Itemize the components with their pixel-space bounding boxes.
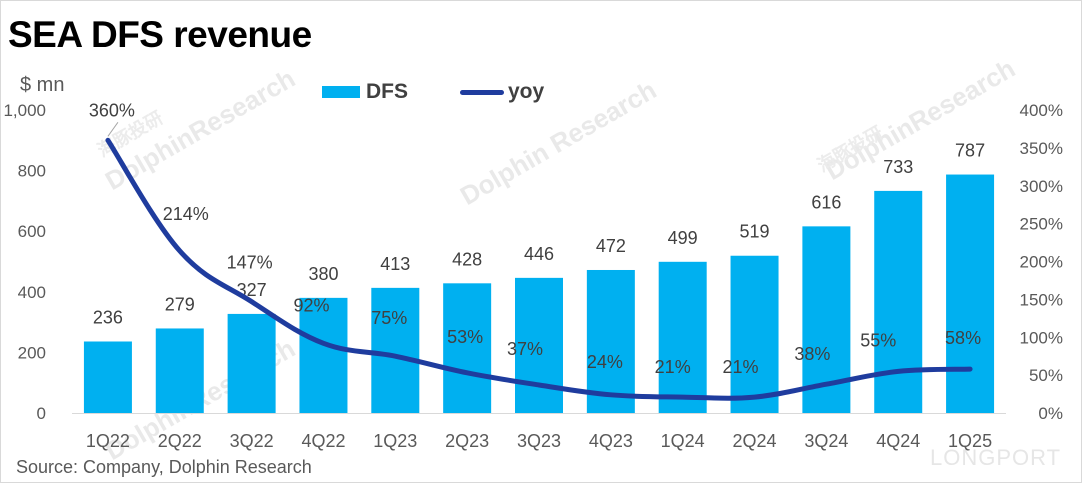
right-axis-tick-label: 300% [1020, 177, 1063, 196]
bar-data-label: 428 [452, 249, 482, 269]
left-axis-tick-label: 600 [18, 222, 46, 241]
x-axis-tick-label: 4Q23 [589, 431, 633, 451]
bar-dfs [658, 261, 707, 413]
bar-data-label: 787 [955, 141, 985, 161]
left-axis-tick-label: 0 [37, 404, 46, 423]
bar-data-label: 499 [668, 228, 698, 248]
bar-dfs [443, 283, 492, 413]
legend-label-yoy: yoy [508, 80, 545, 103]
line-data-label: 24% [587, 352, 623, 372]
bar-dfs [371, 287, 420, 413]
legend-bar-swatch [322, 86, 360, 98]
x-axis-tick-label: 3Q22 [230, 431, 274, 451]
bar-dfs [515, 277, 563, 413]
x-axis: 1Q22 2Q22 3Q22 4Q22 1Q23 2Q23 3Q23 4Q23 1Q24 2Q24… [72, 413, 1006, 451]
x-axis-tick-label: 1Q23 [373, 431, 417, 451]
right-axis-tick-label: 150% [1020, 290, 1063, 309]
bar-data-label: 616 [811, 192, 841, 212]
chart-title: SEA DFS revenue [8, 14, 312, 55]
bar-dfs [730, 255, 779, 413]
x-axis-tick-label: 1Q22 [86, 431, 130, 451]
right-axis-tick-label: 200% [1020, 253, 1063, 272]
bar-dfs [586, 269, 635, 413]
bar-data-label: 279 [165, 294, 195, 314]
line-data-label: 147% [227, 253, 273, 273]
right-axis-tick-label: 250% [1020, 215, 1063, 234]
line-series-yoy [105, 122, 973, 401]
bar-dfs [227, 313, 276, 413]
line-data-label: 37% [507, 339, 543, 359]
x-axis-tick-label: 2Q24 [733, 431, 777, 451]
line-data-label: 21% [723, 357, 759, 377]
x-axis-tick-label: 4Q22 [301, 431, 345, 451]
bar-dfs [83, 341, 132, 413]
line-data-label: 53% [447, 327, 483, 347]
line-data-label: 92% [293, 295, 329, 315]
line-data-label: 75% [371, 308, 407, 328]
x-axis-tick-label: 1Q25 [948, 431, 992, 451]
line-data-label: 360% [89, 100, 135, 120]
bar-data-label: 519 [740, 222, 770, 242]
bar-dfs [155, 328, 204, 413]
line-labels: 360% 214% 147% 92% 75% 53% 37% 24% 21% 21% 38% 55% 5… [89, 100, 981, 377]
right-axis-tick-label: 400% [1020, 101, 1063, 120]
left-axis-tick-label: 400 [18, 283, 46, 302]
legend-label-dfs: DFS [366, 80, 408, 103]
legend-line-swatch [460, 89, 504, 95]
bar-data-label: 413 [380, 254, 410, 274]
line-data-label: 55% [860, 330, 896, 350]
line-data-label: 214% [163, 204, 209, 224]
bar-dfs [299, 297, 348, 413]
legend-item-dfs: DFS [322, 80, 408, 104]
line-data-label: 38% [794, 344, 830, 364]
right-axis-tick-label: 100% [1020, 328, 1063, 347]
bar-data-label: 733 [883, 157, 913, 177]
bar-dfs [874, 190, 923, 413]
watermark-longport: LONGPORT [930, 445, 1062, 470]
x-axis-tick-label: 2Q23 [445, 431, 489, 451]
left-axis: 0 200 400 600 800 1,000 [3, 101, 46, 423]
x-axis-tick-label: 4Q24 [876, 431, 920, 451]
line-data-label: 21% [655, 357, 691, 377]
x-axis-tick-label: 2Q22 [158, 431, 202, 451]
bar-series-dfs [83, 174, 995, 413]
x-axis-tick-label: 3Q24 [804, 431, 848, 451]
bar-data-label: 236 [93, 307, 123, 327]
legend-item-yoy: yoy [460, 80, 544, 104]
bar-dfs [946, 174, 995, 413]
left-axis-unit: $ mn [20, 74, 65, 96]
left-axis-tick-label: 200 [18, 343, 46, 362]
right-axis: 0% 50% 100% 150% 200% 250% 300% 350% 400% [1020, 101, 1063, 423]
left-axis-tick-label: 1,000 [3, 101, 46, 120]
label-leader-line [107, 122, 119, 137]
source-note: Source: Company, Dolphin Research [16, 457, 312, 477]
line-data-label: 58% [945, 328, 981, 348]
bar-data-label: 446 [524, 244, 554, 264]
left-axis-tick-label: 800 [18, 162, 46, 181]
right-axis-tick-label: 350% [1020, 139, 1063, 158]
bar-data-label: 472 [596, 236, 626, 256]
right-axis-tick-label: 0% [1038, 404, 1063, 423]
x-axis-tick-label: 3Q23 [517, 431, 561, 451]
bar-data-label: 380 [308, 264, 338, 284]
x-axis-tick-label: 1Q24 [661, 431, 705, 451]
yoy-line [105, 137, 973, 401]
right-axis-tick-label: 50% [1029, 366, 1063, 385]
